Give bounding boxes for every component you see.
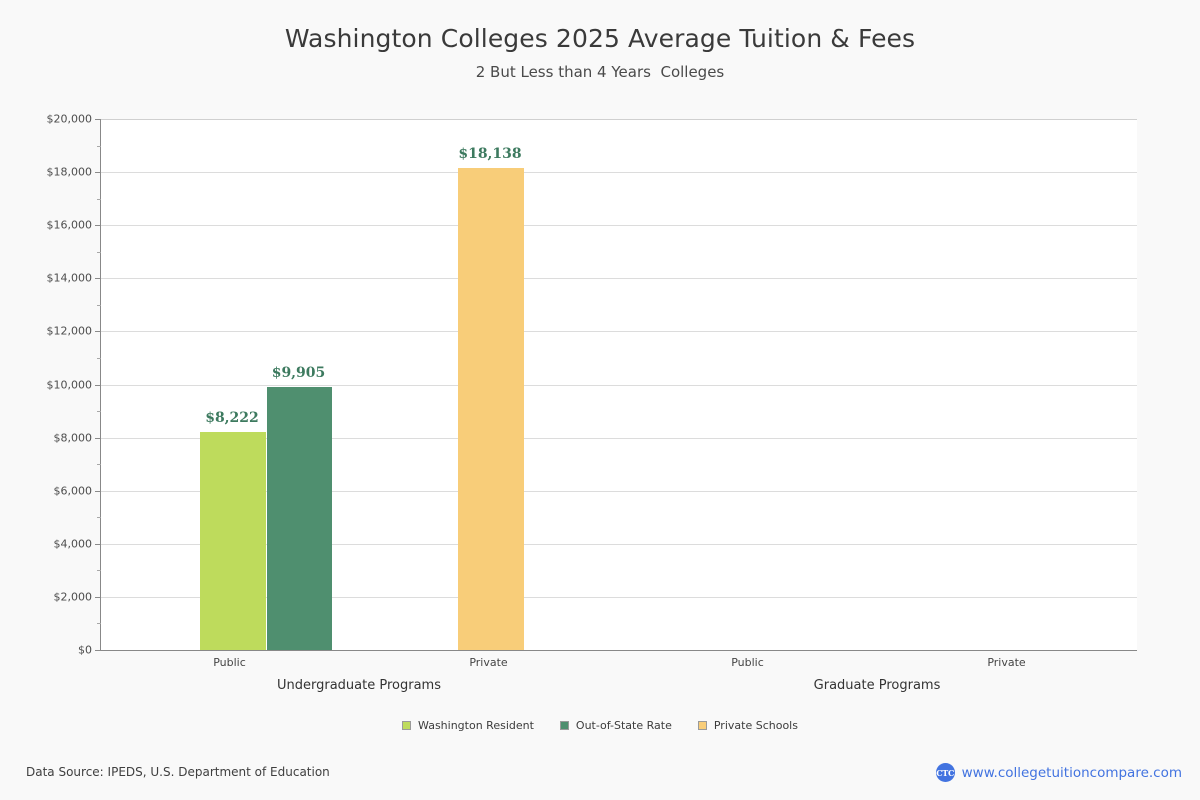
legend-label: Private Schools [713, 719, 798, 732]
legend-item[interactable]: Washington Resident [402, 719, 534, 732]
y-axis-minor-tick [97, 304, 101, 306]
y-axis-tick [95, 384, 101, 386]
x-axis-tick-label: Private [469, 656, 508, 669]
y-axis-label: $12,000 [46, 324, 93, 338]
x-axis-tick-label: Private [987, 656, 1026, 669]
gridline [101, 543, 1137, 545]
bar-undergrad-public-washington-resident[interactable] [200, 431, 266, 650]
bar-undergrad-public-out-of-state[interactable] [267, 387, 332, 650]
y-axis-label: $6,000 [53, 484, 93, 498]
bar-value-label: $9,905 [271, 365, 326, 382]
y-axis-label: $0 [78, 643, 92, 657]
y-axis-minor-tick [97, 623, 101, 625]
x-axis-group-label: Graduate Programs [813, 678, 941, 693]
y-axis-minor-tick [97, 145, 101, 147]
ctc-logo-icon: CTC [935, 763, 955, 782]
x-axis-tick-label: Public [731, 656, 764, 669]
legend-swatch-icon [559, 721, 569, 730]
y-axis-tick [95, 650, 101, 651]
y-axis-tick [95, 331, 101, 333]
y-axis-tick [95, 172, 101, 174]
brand-url-link[interactable]: www.collegetuitioncompare.com [961, 764, 1182, 781]
gridline [101, 172, 1137, 174]
y-axis-minor-tick [97, 198, 101, 200]
legend-label: Out-of-State Rate [575, 719, 672, 732]
gridline [101, 490, 1137, 492]
y-axis-tick [95, 490, 101, 492]
gridline [101, 119, 1137, 120]
legend-item[interactable]: Private Schools [697, 719, 798, 732]
legend-label: Washington Resident [418, 719, 534, 732]
y-axis-label: $20,000 [46, 112, 93, 126]
gridline [101, 278, 1137, 280]
bar-undergrad-private-private-schools[interactable] [458, 168, 524, 650]
chart-plot-area [95, 119, 1137, 651]
y-axis-label: $10,000 [46, 378, 93, 391]
y-axis-tick [95, 543, 101, 545]
data-source-note: Data Source: IPEDS, U.S. Department of E… [26, 765, 330, 779]
y-axis-tick [95, 278, 101, 280]
y-axis-minor-tick [97, 251, 101, 253]
y-axis-label: $2,000 [53, 590, 93, 604]
bar-value-label: $8,222 [205, 409, 259, 426]
y-axis-label: $18,000 [46, 165, 93, 179]
chart-subtitle: 2 But Less than 4 Years Colleges [475, 63, 725, 81]
y-axis-tick [95, 437, 101, 439]
legend-item[interactable]: Out-of-State Rate [559, 719, 672, 732]
y-axis-tick [95, 596, 101, 598]
bar-value-label: $18,138 [458, 146, 522, 163]
gridline [101, 384, 1137, 386]
y-axis-minor-tick [97, 411, 101, 413]
legend-swatch-icon [402, 721, 412, 730]
x-axis-tick-label: Public [213, 656, 246, 669]
gridline [101, 331, 1137, 333]
x-axis-group-label: Undergraduate Programs [277, 678, 441, 693]
branding[interactable]: CTC www.collegetuitioncompare.com [935, 763, 1182, 782]
y-axis-label: $16,000 [46, 218, 93, 232]
y-axis-label: $4,000 [53, 537, 93, 551]
y-axis-minor-tick [97, 517, 101, 519]
y-axis-minor-tick [97, 464, 101, 466]
y-axis-minor-tick [97, 570, 101, 572]
y-axis-label: $14,000 [46, 271, 93, 285]
chart-legend: Washington Resident Out-of-State Rate Priv… [0, 719, 1200, 732]
legend-swatch-icon [697, 721, 707, 730]
y-axis-tick [95, 119, 101, 120]
y-axis-label: $8,000 [53, 431, 93, 445]
page-title: Washington Colleges 2025 Average Tuition… [284, 24, 916, 53]
gridline [101, 225, 1137, 227]
gridline [101, 437, 1137, 439]
y-axis-tick [95, 225, 101, 227]
gridline [101, 596, 1137, 598]
y-axis-minor-tick [97, 357, 101, 359]
